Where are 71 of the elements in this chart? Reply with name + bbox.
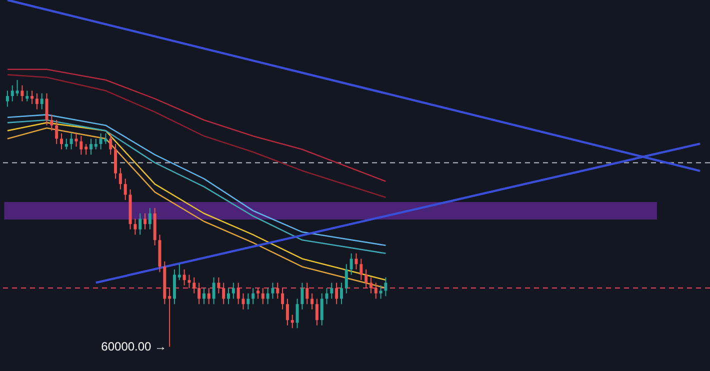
candlestick xyxy=(369,276,372,294)
candlestick xyxy=(30,90,34,105)
candlestick xyxy=(296,298,299,329)
candlestick xyxy=(198,282,201,305)
candlestick xyxy=(242,292,245,310)
candlestick xyxy=(55,120,58,145)
candlestick xyxy=(236,282,240,305)
candlestick xyxy=(217,276,220,294)
candlestick xyxy=(64,138,68,150)
candlestick xyxy=(360,258,363,281)
candlestick xyxy=(192,276,196,294)
candlestick xyxy=(379,284,382,300)
candlestick xyxy=(89,138,92,156)
candlestick xyxy=(16,80,19,97)
candlestick xyxy=(286,298,289,326)
candlestick xyxy=(354,252,358,270)
candlestick xyxy=(50,114,54,132)
candlestick xyxy=(350,252,353,276)
candlestick xyxy=(70,132,73,150)
candlestick xyxy=(10,84,14,102)
candlestick xyxy=(344,264,348,294)
candlestick xyxy=(202,288,206,305)
candlestick xyxy=(124,178,127,201)
candlestick xyxy=(335,282,338,305)
candlestick xyxy=(80,136,83,156)
candlestick xyxy=(374,282,378,300)
candlestick xyxy=(207,288,210,305)
candlestick xyxy=(182,268,186,286)
candlestick xyxy=(276,282,280,300)
candlestick xyxy=(109,132,112,156)
candlestick xyxy=(261,288,264,305)
candlestick xyxy=(35,92,38,110)
candlestick xyxy=(178,264,181,281)
candlestick xyxy=(45,92,48,126)
candlestick xyxy=(94,138,98,150)
candlestick xyxy=(281,288,284,310)
candlestick xyxy=(84,144,88,156)
candlestick xyxy=(315,298,318,326)
annotation: 60000.00 → xyxy=(101,340,167,354)
candlestick xyxy=(325,288,328,305)
candlestick xyxy=(188,274,191,289)
candlestick xyxy=(134,218,137,236)
candlestick xyxy=(26,90,29,102)
candlestick xyxy=(384,276,388,297)
candlestick xyxy=(290,314,294,329)
candlestick xyxy=(118,168,122,190)
candlestick xyxy=(212,276,216,305)
candlestick xyxy=(6,90,9,108)
candlestick xyxy=(320,292,324,326)
candlestick xyxy=(60,132,63,150)
candlestick xyxy=(232,282,235,300)
candlestick xyxy=(252,288,255,305)
candlestick xyxy=(144,212,146,230)
candlestick xyxy=(300,282,304,310)
candlestick xyxy=(340,282,343,305)
candlestick xyxy=(330,282,334,300)
candlestick xyxy=(310,292,314,310)
candlestick xyxy=(138,212,142,236)
candlestick xyxy=(20,84,24,102)
candlestick xyxy=(74,132,78,148)
candlestick xyxy=(148,208,152,230)
candlestick xyxy=(168,288,172,348)
candlestick xyxy=(271,282,274,300)
candlestick xyxy=(306,282,309,305)
candlestick xyxy=(256,288,260,300)
candlestick xyxy=(364,268,368,289)
candlestick xyxy=(227,288,230,305)
candlestick xyxy=(266,288,270,305)
candlestick xyxy=(222,282,226,305)
candlestick xyxy=(40,92,44,110)
candlestick xyxy=(246,292,250,310)
